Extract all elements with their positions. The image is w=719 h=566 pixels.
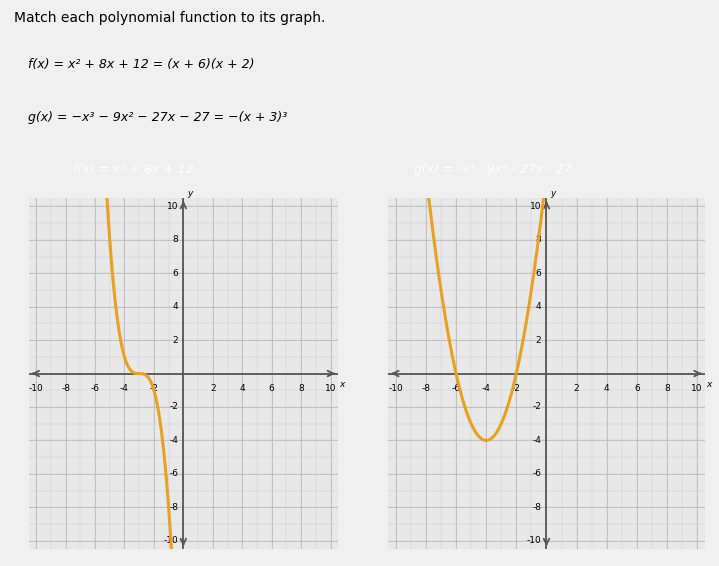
Text: 4: 4 — [239, 384, 245, 393]
Text: -6: -6 — [91, 384, 99, 393]
Text: -4: -4 — [532, 436, 541, 445]
Text: -8: -8 — [61, 384, 70, 393]
Text: -6: -6 — [169, 469, 178, 478]
Text: 2: 2 — [210, 384, 216, 393]
Text: Match each polynomial function to its graph.: Match each polynomial function to its gr… — [14, 11, 326, 24]
Text: 10: 10 — [530, 202, 541, 211]
Text: 10: 10 — [692, 384, 703, 393]
Text: -2: -2 — [169, 402, 178, 411]
Text: 6: 6 — [173, 269, 178, 278]
Text: 6: 6 — [536, 269, 541, 278]
Text: 8: 8 — [173, 235, 178, 245]
Text: f(x) = x² + 8x + 12 = (x + 6)(x + 2): f(x) = x² + 8x + 12 = (x + 6)(x + 2) — [28, 58, 255, 71]
Text: 6: 6 — [269, 384, 275, 393]
Text: 2: 2 — [536, 336, 541, 345]
Text: -10: -10 — [29, 384, 43, 393]
Text: f(x) = x² + 8x + 12: f(x) = x² + 8x + 12 — [73, 163, 193, 175]
Text: 10: 10 — [325, 384, 336, 393]
Text: -6: -6 — [532, 469, 541, 478]
Text: 4: 4 — [536, 302, 541, 311]
Text: x: x — [706, 380, 712, 389]
Text: -10: -10 — [163, 536, 178, 545]
Text: 2: 2 — [173, 336, 178, 345]
Text: -10: -10 — [526, 536, 541, 545]
Text: -6: -6 — [452, 384, 461, 393]
Text: -10: -10 — [388, 384, 403, 393]
Text: -2: -2 — [532, 402, 541, 411]
Text: -4: -4 — [120, 384, 129, 393]
Text: 4: 4 — [173, 302, 178, 311]
Text: g(x) = −x³ − 9x² − 27x − 27 = −(x + 3)³: g(x) = −x³ − 9x² − 27x − 27 = −(x + 3)³ — [28, 111, 288, 124]
Text: -4: -4 — [169, 436, 178, 445]
Text: g(x) = -x³ - 9x² - 27x - 27: g(x) = -x³ - 9x² - 27x - 27 — [413, 163, 572, 175]
Text: 10: 10 — [167, 202, 178, 211]
Text: x: x — [339, 380, 345, 389]
Text: 2: 2 — [574, 384, 580, 393]
Text: 8: 8 — [536, 235, 541, 245]
Text: 6: 6 — [634, 384, 640, 393]
Text: 8: 8 — [664, 384, 670, 393]
Text: -2: -2 — [150, 384, 158, 393]
Text: y: y — [550, 190, 556, 199]
Text: -4: -4 — [482, 384, 490, 393]
Text: y: y — [187, 190, 193, 199]
Text: -8: -8 — [532, 503, 541, 512]
Text: 4: 4 — [604, 384, 610, 393]
Text: -8: -8 — [421, 384, 431, 393]
Text: -8: -8 — [169, 503, 178, 512]
Text: -2: -2 — [512, 384, 521, 393]
Text: 8: 8 — [298, 384, 304, 393]
